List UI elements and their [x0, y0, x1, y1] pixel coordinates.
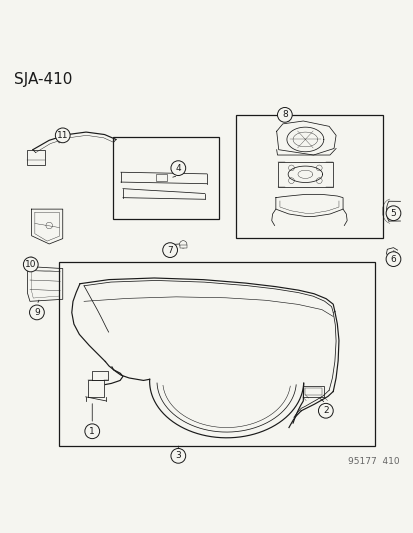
Circle shape — [385, 252, 400, 266]
Text: 10: 10 — [25, 260, 36, 269]
Bar — [59, 262, 374, 446]
Circle shape — [385, 206, 400, 221]
Bar — [302, 386, 323, 397]
Circle shape — [171, 161, 185, 175]
Circle shape — [55, 128, 70, 143]
Circle shape — [179, 241, 186, 248]
Text: 2: 2 — [322, 406, 328, 415]
Text: 8: 8 — [281, 110, 287, 119]
Bar — [179, 245, 186, 248]
Circle shape — [318, 403, 332, 418]
Text: 6: 6 — [389, 255, 395, 264]
Circle shape — [162, 243, 177, 257]
Circle shape — [277, 108, 292, 122]
Text: 3: 3 — [175, 451, 181, 461]
Text: 5: 5 — [389, 209, 395, 217]
Text: 95177  410: 95177 410 — [347, 457, 399, 466]
Bar — [155, 174, 167, 181]
Bar — [305, 388, 321, 395]
Bar — [277, 161, 332, 187]
Bar — [27, 150, 45, 165]
Text: 9: 9 — [34, 308, 40, 317]
Text: 4: 4 — [175, 164, 180, 173]
Text: 11: 11 — [57, 131, 68, 140]
Text: 1: 1 — [89, 427, 95, 436]
Text: SJA-410: SJA-410 — [14, 72, 73, 87]
Circle shape — [29, 305, 44, 320]
Circle shape — [85, 424, 100, 439]
Bar — [112, 138, 219, 220]
Circle shape — [171, 448, 185, 463]
Bar — [235, 115, 382, 238]
Circle shape — [24, 257, 38, 272]
Text: 7: 7 — [167, 246, 173, 255]
